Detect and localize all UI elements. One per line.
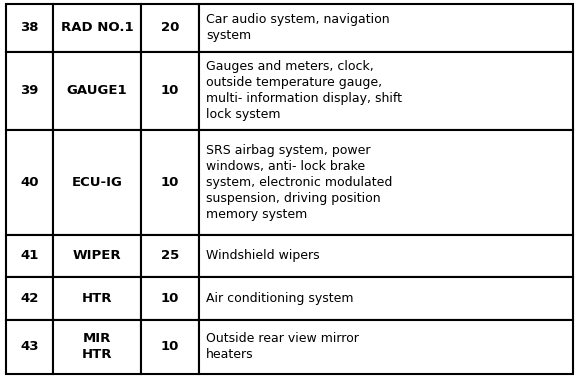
Bar [199,4,573,52]
Text: 42: 42 [20,292,39,305]
Bar [141,4,199,52]
Text: 40: 40 [20,176,39,189]
Text: WIPER: WIPER [72,249,121,262]
Text: 43: 43 [20,341,39,353]
Text: 25: 25 [161,249,179,262]
Bar [199,320,573,374]
Text: ECU-IG: ECU-IG [71,176,122,189]
Text: 10: 10 [161,176,179,189]
Bar [53,235,141,277]
Text: Windshield wipers: Windshield wipers [206,249,320,262]
Bar [141,235,199,277]
Bar [6,52,53,130]
Text: HTR: HTR [82,292,112,305]
Bar [199,52,573,130]
Bar [6,4,53,52]
Text: 10: 10 [161,341,179,353]
Text: 20: 20 [161,21,179,34]
Text: GAUGE1: GAUGE1 [67,84,127,98]
Bar [53,4,141,52]
Text: 38: 38 [20,21,39,34]
Text: Outside rear view mirror
heaters: Outside rear view mirror heaters [206,333,359,361]
Text: 39: 39 [20,84,39,98]
Bar [6,130,53,235]
Text: MIR
HTR: MIR HTR [82,333,112,361]
Text: 10: 10 [161,84,179,98]
Bar [6,235,53,277]
Text: SRS airbag system, power
windows, anti- lock brake
system, electronic modulated
: SRS airbag system, power windows, anti- … [206,144,393,221]
Bar [199,130,573,235]
Bar [53,130,141,235]
Bar [6,277,53,320]
Bar [199,277,573,320]
Bar [6,320,53,374]
Bar [141,130,199,235]
Text: Air conditioning system: Air conditioning system [206,292,354,305]
Text: 41: 41 [20,249,39,262]
Bar [53,277,141,320]
Text: RAD NO.1: RAD NO.1 [61,21,133,34]
Bar [141,52,199,130]
Text: 10: 10 [161,292,179,305]
Text: Car audio system, navigation
system: Car audio system, navigation system [206,13,390,42]
Text: Gauges and meters, clock,
outside temperature gauge,
multi- information display,: Gauges and meters, clock, outside temper… [206,60,402,121]
Bar [141,320,199,374]
Bar [53,320,141,374]
Bar [141,277,199,320]
Bar [53,52,141,130]
Bar [199,235,573,277]
